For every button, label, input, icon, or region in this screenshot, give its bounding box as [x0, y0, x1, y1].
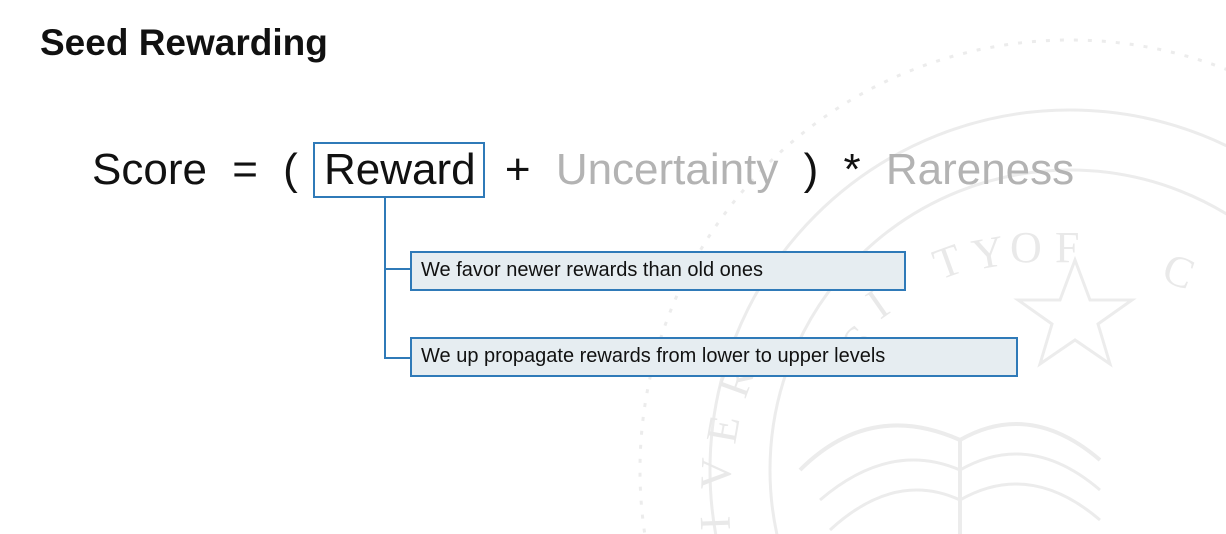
- formula-plus: +: [504, 145, 531, 194]
- slide-title: Seed Rewarding: [40, 22, 328, 63]
- connector-branch-line: [384, 268, 412, 270]
- watermark-letter: O: [1010, 223, 1042, 272]
- connector-branch-line: [384, 357, 412, 359]
- formula-rareness-term: Rareness: [885, 145, 1075, 194]
- watermark-letter: I: [691, 515, 740, 531]
- formula-open-paren: (: [283, 145, 298, 194]
- score-formula: Score = ( Reward + Uncertainty ) * Raren…: [92, 142, 1074, 198]
- formula-reward-term-highlighted: Reward: [313, 142, 485, 198]
- note-box: We favor newer rewards than old ones: [410, 251, 906, 291]
- watermark-letter: C: [1157, 243, 1201, 299]
- connector-vertical-line: [384, 198, 386, 359]
- watermark-letter: Y: [968, 226, 1008, 280]
- watermark-letter: E: [697, 412, 750, 447]
- formula-times: *: [843, 145, 861, 194]
- watermark-letter: T: [927, 234, 969, 289]
- watermark-letter: V: [691, 457, 741, 491]
- formula-score-term: Score: [92, 145, 207, 194]
- formula-uncertainty-term: Uncertainty: [555, 145, 779, 194]
- note-box: We up propagate rewards from lower to up…: [410, 337, 1018, 377]
- formula-equals: =: [232, 145, 258, 194]
- formula-close-paren: ): [803, 145, 819, 194]
- watermark-letter: F: [1055, 223, 1079, 272]
